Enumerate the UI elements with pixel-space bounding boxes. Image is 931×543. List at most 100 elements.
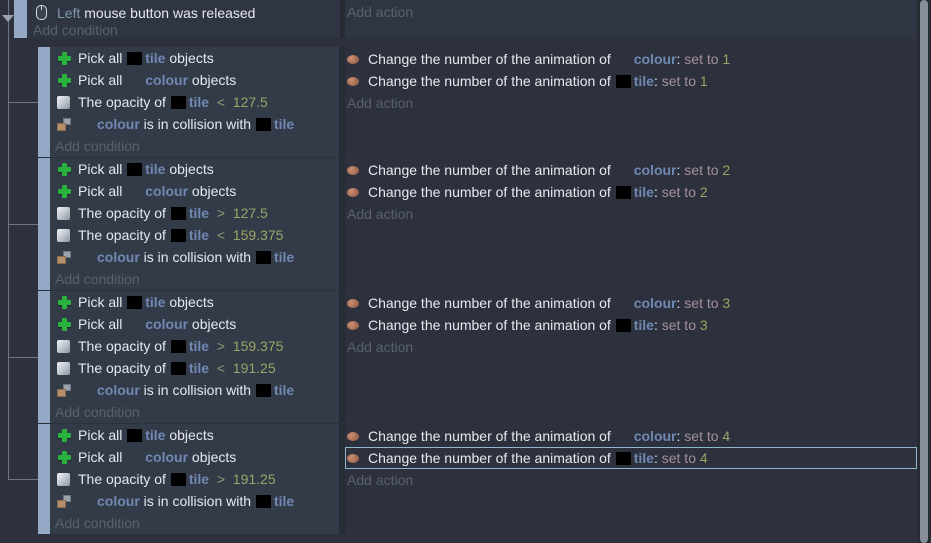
text-segment: :	[653, 73, 662, 89]
add-condition-button[interactable]: Add condition	[55, 515, 140, 531]
actions-column: Change the number of the animation of co…	[345, 292, 917, 358]
empty-thumbnail	[127, 451, 142, 464]
condition-row[interactable]: Pick all colour objects	[50, 69, 339, 91]
action-row[interactable]: Change the number of the animation of co…	[345, 425, 917, 447]
text-segment: objects	[188, 72, 237, 88]
condition-row[interactable]: The opacity of tile > 191.25	[50, 468, 339, 490]
text-segment: 3	[722, 295, 731, 311]
add-condition-button[interactable]: Add condition	[33, 22, 118, 38]
add-action-button[interactable]: Add action	[347, 206, 414, 222]
pick-objects-icon	[57, 184, 72, 199]
action-row[interactable]: Change the number of the animation of co…	[345, 48, 917, 70]
condition-row[interactable]: Pick all colour objects	[50, 313, 339, 335]
text-segment: objects	[188, 183, 237, 199]
object-thumbnail	[170, 340, 186, 353]
condition-row[interactable]: Pick all tile objects	[50, 47, 339, 69]
text-segment: colour	[145, 449, 189, 465]
condition-row[interactable]: Pick all tile objects	[50, 291, 339, 313]
object-thumbnail	[615, 319, 631, 332]
tree-connector	[8, 479, 38, 480]
text-segment: :	[676, 428, 685, 444]
condition-row[interactable]: colour is in collision with tile	[50, 490, 339, 512]
text-segment: set to	[661, 317, 700, 333]
text-segment: tile	[145, 427, 166, 443]
condition-text: Pick all colour objects	[78, 449, 236, 465]
pick-objects-icon	[57, 51, 72, 66]
condition-row[interactable]: The opacity of tile > 127.5	[50, 202, 339, 224]
condition-row[interactable]: Pick all colour objects	[50, 180, 339, 202]
text-segment: Change the number of the animation of	[368, 295, 615, 311]
action-row[interactable]: Change the number of the animation of ti…	[345, 70, 917, 92]
action-row[interactable]: Change the number of the animation of co…	[345, 292, 917, 314]
text-segment: tile	[145, 50, 166, 66]
text-segment: set to	[661, 73, 700, 89]
text-segment: <	[209, 227, 233, 243]
condition-text: The opacity of tile < 127.5	[78, 94, 268, 110]
add-condition-button[interactable]: Add condition	[55, 271, 140, 287]
column-divider	[339, 47, 345, 157]
conditions-column: Pick all tile objects Pick all colour ob…	[50, 424, 339, 534]
scrollbar-thumb[interactable]	[920, 0, 928, 543]
animation-icon	[347, 431, 359, 441]
animation-icon	[347, 453, 359, 463]
condition-row[interactable]: The opacity of tile > 159.375	[50, 335, 339, 357]
condition-row[interactable]: colour is in collision with tile	[50, 379, 339, 401]
text-segment: Change the number of the animation of	[368, 73, 615, 89]
column-divider	[339, 291, 345, 423]
condition-row[interactable]: colour is in collision with tile	[50, 113, 339, 135]
sub-event-1: Pick all tile objects Pick all colour ob…	[38, 47, 917, 157]
condition-row[interactable]: Left mouse button was released	[27, 0, 340, 23]
text-segment: tile	[145, 294, 166, 310]
text-segment: 3	[699, 317, 708, 333]
collision-icon	[57, 117, 72, 131]
condition-text: Pick all colour objects	[78, 183, 236, 199]
animation-icon	[347, 187, 359, 197]
add-condition-button[interactable]: Add condition	[55, 404, 140, 420]
text-segment: tile	[633, 317, 654, 333]
empty-thumbnail	[79, 251, 94, 264]
text-segment: The opacity of	[78, 205, 170, 221]
event-bar[interactable]	[38, 47, 50, 157]
text-segment: :	[676, 51, 685, 67]
condition-text: Pick all colour objects	[78, 72, 236, 88]
text-segment: 159.375	[232, 227, 284, 243]
text-segment: is in collision with	[139, 382, 255, 398]
add-action-button[interactable]: Add action	[347, 95, 414, 111]
condition-row[interactable]: The opacity of tile < 191.25	[50, 357, 339, 379]
object-thumbnail	[255, 495, 271, 508]
action-row[interactable]: Change the number of the animation of ti…	[345, 314, 917, 336]
action-row-selected[interactable]: Change the number of the animation of ti…	[345, 447, 917, 469]
text-segment: >	[209, 205, 233, 221]
empty-thumbnail	[616, 430, 631, 443]
collapse-arrow-icon[interactable]	[2, 15, 14, 22]
text-segment: Change the number of the animation of	[368, 317, 615, 333]
event-root: Left mouse button was released Add condi…	[27, 0, 917, 38]
condition-row[interactable]: Pick all tile objects	[50, 158, 339, 180]
text-segment: Left	[57, 4, 81, 21]
object-thumbnail	[170, 473, 186, 486]
empty-thumbnail	[616, 297, 631, 310]
event-bar[interactable]	[38, 424, 50, 534]
event-bar[interactable]	[38, 291, 50, 423]
add-action-button[interactable]: Add action	[347, 4, 414, 20]
action-text: Change the number of the animation of ti…	[368, 317, 708, 333]
condition-row[interactable]: The opacity of tile < 127.5	[50, 91, 339, 113]
add-condition-button[interactable]: Add condition	[55, 138, 140, 154]
condition-row[interactable]: Pick all tile objects	[50, 424, 339, 446]
text-segment: is in collision with	[139, 249, 255, 265]
action-row[interactable]: Change the number of the animation of ti…	[345, 181, 917, 203]
animation-icon	[347, 320, 359, 330]
actions-column: Change the number of the animation of co…	[345, 48, 917, 114]
condition-row[interactable]: colour is in collision with tile	[50, 246, 339, 268]
event-bar[interactable]	[14, 0, 27, 38]
text-segment: colour	[633, 428, 677, 444]
event-bar[interactable]	[38, 158, 50, 290]
add-action-button[interactable]: Add action	[347, 339, 414, 355]
text-segment: The opacity of	[78, 471, 170, 487]
object-thumbnail	[170, 96, 186, 109]
condition-row[interactable]: Pick all colour objects	[50, 446, 339, 468]
condition-row[interactable]: The opacity of tile < 159.375	[50, 224, 339, 246]
text-segment: colour	[633, 162, 677, 178]
add-action-button[interactable]: Add action	[347, 472, 414, 488]
action-row[interactable]: Change the number of the animation of co…	[345, 159, 917, 181]
